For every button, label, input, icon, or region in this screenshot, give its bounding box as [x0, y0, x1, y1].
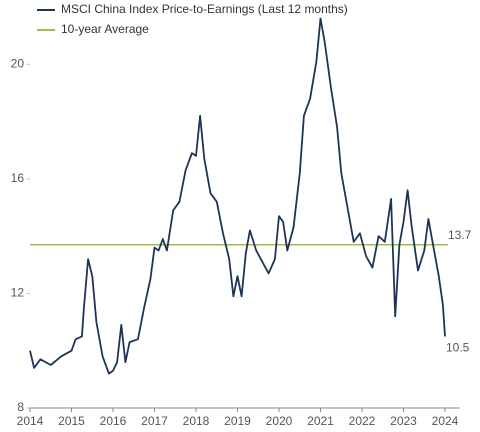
x-tick-label: 2022	[349, 414, 376, 428]
legend-label: MSCI China Index Price-to-Earnings (Last…	[61, 2, 348, 16]
x-tick-label: 2023	[390, 414, 417, 428]
x-tick-label: 2020	[266, 414, 293, 428]
x-tick-label: 2018	[183, 414, 210, 428]
y-tick-label: 16	[11, 171, 25, 185]
y-tick-label: 8	[17, 400, 24, 414]
x-tick-label: 2019	[224, 414, 251, 428]
x-tick-label: 2016	[100, 414, 127, 428]
x-tick-label: 2015	[58, 414, 85, 428]
average-label: 13.7	[448, 228, 472, 242]
x-tick-label: 2014	[17, 414, 44, 428]
y-tick-label: 20	[11, 56, 25, 70]
y-tick-label: 12	[11, 286, 25, 300]
x-tick-label: 2017	[141, 414, 168, 428]
legend-label: 10-year Average	[61, 22, 149, 36]
end-value-label: 10.5	[446, 341, 470, 355]
series-line	[29, 17, 446, 375]
x-tick-label: 2024	[432, 414, 459, 428]
x-tick-label: 2021	[307, 414, 334, 428]
